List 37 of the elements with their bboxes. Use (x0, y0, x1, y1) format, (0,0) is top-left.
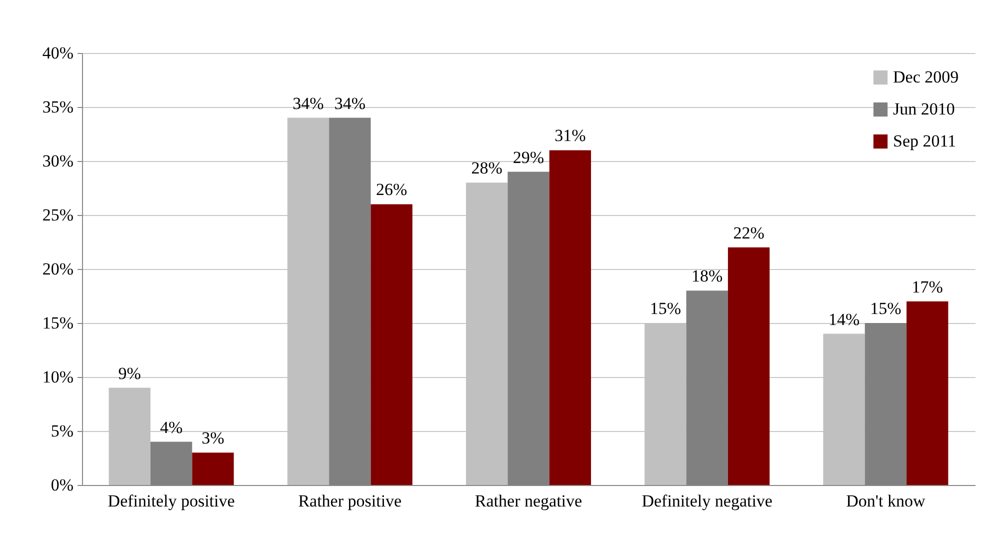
legend-label: Dec 2009 (893, 68, 959, 86)
x-tick-label: Definitely positive (108, 492, 235, 510)
y-tick-label: 10% (42, 368, 74, 386)
data-label: 22% (733, 223, 764, 242)
legend-label: Sep 2011 (893, 132, 956, 150)
data-label: 15% (650, 299, 682, 318)
data-label: 34% (334, 94, 366, 113)
data-label: 29% (512, 148, 544, 167)
data-label: 26% (376, 180, 408, 200)
data-label: 17% (912, 277, 943, 296)
data-label: 15% (870, 299, 902, 318)
y-tick-label: 30% (42, 152, 74, 170)
bar (370, 204, 412, 485)
data-label: 34% (292, 94, 324, 113)
data-label: 31% (554, 126, 586, 146)
bar (728, 247, 770, 485)
y-tick-label: 35% (42, 98, 74, 116)
data-label: 14% (828, 310, 860, 329)
data-label: 4% (160, 418, 183, 437)
bar (906, 301, 948, 485)
y-tick-label: 25% (42, 206, 74, 224)
data-label: 28% (471, 158, 502, 178)
legend-label: Jun 2010 (893, 100, 955, 118)
y-tick-label: 0% (50, 476, 74, 494)
x-tick-label: Definitely negative (642, 492, 772, 510)
x-tick-label: Rather positive (298, 492, 402, 510)
y-tick-label: 40% (42, 44, 74, 62)
data-label: 3% (202, 428, 224, 448)
bar (549, 150, 592, 485)
y-tick-label: 15% (42, 314, 74, 332)
x-tick-label: Don't know (846, 492, 926, 510)
bar (192, 452, 234, 485)
y-tick-label: 5% (50, 422, 74, 440)
x-tick-label: Rather negative (474, 492, 582, 510)
data-label: 9% (118, 364, 141, 383)
data-label: 18% (692, 266, 723, 286)
y-tick-label: 20% (42, 260, 74, 278)
